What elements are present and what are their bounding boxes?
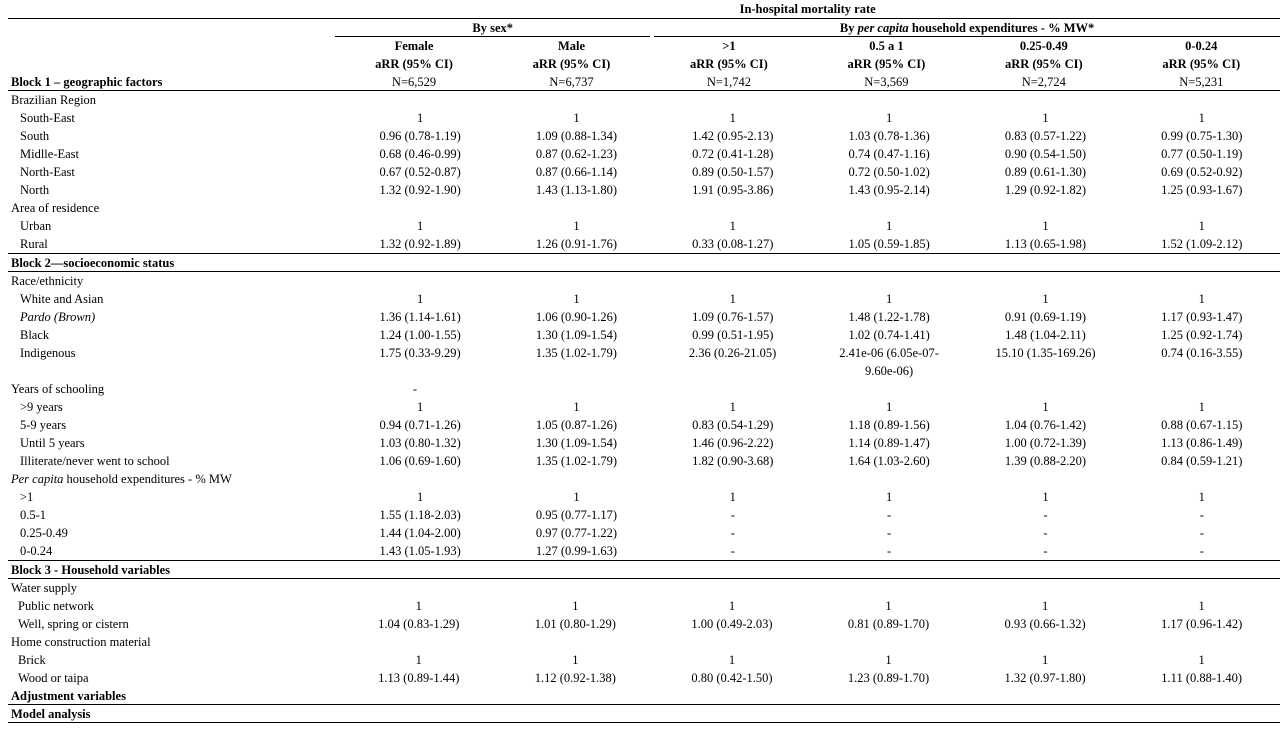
table-row: Well, spring or cistern 1.04 (0.83-1.29)…: [18, 617, 1243, 631]
table-row: Midlle-East 0.68 (0.46-0.99) 0.87 (0.62-1…: [20, 147, 1243, 161]
section-label: Water supply: [11, 581, 77, 595]
column-header: 0-0.24: [1185, 39, 1218, 53]
section-label: Brazilian Region: [11, 93, 97, 107]
block-1-title: Block 1 – geographic factors: [11, 75, 163, 89]
table-row: Until 5 years 1.03 (0.80-1.32) 1.30 (1.09…: [20, 436, 1243, 450]
column-stat: aRR (95% CI): [690, 57, 768, 71]
column-n-row: Block 1 – geographic factors N=6,529 N=6…: [8, 73, 1280, 91]
adjustment-row: Adjustment variables: [8, 687, 1280, 705]
block-3-title-row: Block 3 - Household variables: [8, 560, 1280, 579]
column-stat: aRR (95% CI): [847, 57, 926, 71]
table-row: 0.5-1 1.55 (1.18-2.03) 0.95 (0.77-1.17) - -…: [20, 508, 1204, 522]
table-row: South 0.96 (0.78-1.19) 1.09 (0.88-1.34) 1.…: [20, 129, 1243, 143]
column-n: N=5,231: [1179, 75, 1224, 89]
column-stat: aRR (95% CI): [1162, 57, 1241, 71]
column-header: >1: [722, 39, 736, 53]
column-header: Female: [394, 39, 434, 53]
block-3-title: Block 3 - Household variables: [11, 563, 171, 577]
mortality-table: In-hospital mortality rate By sex* By pe…: [8, 0, 1280, 723]
column-header: 0.25-0.49: [1019, 39, 1068, 53]
column-header: 0.5 a 1: [869, 39, 904, 53]
table-title-row: In-hospital mortality rate: [8, 0, 1280, 19]
group-header-row: By sex* By per capita household expendit…: [8, 19, 1280, 37]
block-2-title: Block 2—socioeconomic status: [11, 256, 175, 270]
table-row: Rural 1.32 (0.92-1.89) 1.26 (0.91-1.76) 0.…: [20, 237, 1243, 251]
column-stat: aRR (95% CI): [532, 57, 611, 71]
column-stat: aRR (95% CI): [375, 57, 453, 71]
column-n: N=1,742: [706, 75, 752, 89]
table-row: Indigenous 1.75 (0.33-9.29) 1.35 (1.02-1.…: [20, 346, 1243, 378]
table-row: Pardo (Brown) 1.36 (1.14-1.61) 1.06 (0.90…: [20, 310, 1243, 324]
model-row: Model analysis: [8, 705, 1280, 723]
column-n: N=6,737: [549, 75, 594, 89]
column-stat: aRR (95% CI): [1004, 57, 1083, 71]
section-label: Years of schooling -: [11, 382, 417, 396]
table-title: In-hospital mortality rate: [739, 2, 876, 16]
section-label: Race/ethnicity: [11, 274, 84, 288]
column-n: N=6,529: [391, 75, 437, 89]
section-label: Per capita household expenditures - % MW: [11, 472, 232, 486]
table-row: North 1.32 (0.92-1.90) 1.43 (1.13-1.80) 1.…: [20, 183, 1243, 197]
table-row: 5-9 years 0.94 (0.71-1.26) 1.05 (0.87-1.2…: [20, 418, 1243, 432]
adjustment-title: Adjustment variables: [11, 689, 126, 703]
by-sex-header: By sex*: [335, 19, 651, 37]
table-row: Black 1.24 (1.00-1.55) 1.30 (1.09-1.54) 0.…: [20, 328, 1243, 342]
block-2-title-row: Block 2—socioeconomic status: [8, 253, 1280, 272]
section-label: Area of residence: [11, 201, 100, 215]
column-n: N=2,724: [1021, 75, 1066, 89]
column-n: N=3,569: [864, 75, 909, 89]
column-header: Male: [557, 39, 586, 53]
table-row: Wood or taipa 1.13 (0.89-1.44) 1.12 (0.92…: [18, 671, 1243, 685]
table-row: North-East 0.67 (0.52-0.87) 0.87 (0.66-1.…: [20, 165, 1243, 179]
table-row: Illiterate/never went to school 1.06 (0.…: [20, 454, 1243, 468]
column-label-row: Female Male >1 0.5 a 1 0.25-0.49 0-0.24: [8, 37, 1280, 55]
table-row: 0-0.24 1.43 (1.05-1.93) 1.27 (0.99-1.63) -…: [20, 544, 1204, 558]
table-row: 0.25-0.49 1.44 (1.04-2.00) 0.97 (0.77-1.2…: [20, 526, 1204, 540]
section-label: Home construction material: [11, 635, 151, 649]
column-stat-row: aRR (95% CI) aRR (95% CI) aRR (95% CI) a…: [8, 55, 1280, 73]
model-title: Model analysis: [11, 707, 91, 721]
by-expenditure-header: By per capita household expenditures - %…: [654, 19, 1280, 37]
